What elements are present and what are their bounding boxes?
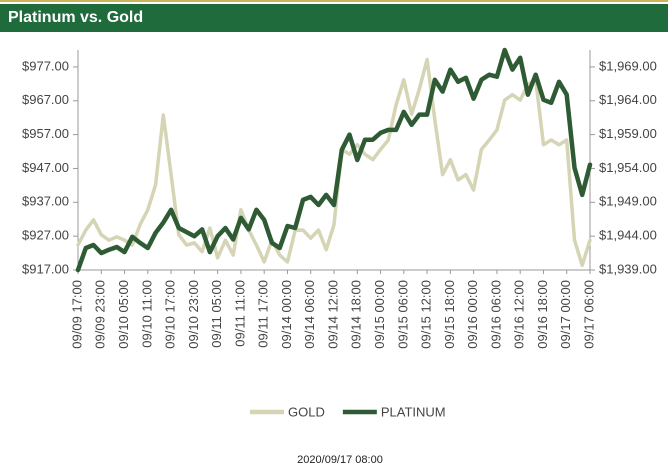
x-tick-label: 09/14 00:00 — [279, 280, 294, 349]
x-tick-label: 09/09 23:00 — [93, 280, 108, 349]
x-tick-label: 09/16 18:00 — [535, 280, 550, 349]
y2-tick-label: $1,954.00 — [599, 160, 657, 175]
timestamp: 2020/09/17 08:00 — [297, 454, 383, 466]
x-tick-label: 09/14 06:00 — [302, 280, 317, 349]
x-tick-label: 09/15 00:00 — [372, 280, 387, 349]
chart-title: Platinum vs. Gold — [8, 9, 143, 26]
series-line — [76, 57, 592, 268]
series-line — [75, 47, 593, 273]
x-tick-label: 09/16 06:00 — [488, 280, 503, 349]
y2-tick-label: $1,969.00 — [599, 58, 657, 73]
title-banner — [0, 4, 668, 32]
x-tick-label: 09/14 12:00 — [325, 280, 340, 349]
x-tick-label: 09/15 12:00 — [419, 280, 434, 349]
x-tick-label: 09/10 11:00 — [139, 280, 154, 348]
x-tick-label: 09/11 17:00 — [256, 280, 271, 348]
x-tick-label: 09/10 23:00 — [186, 280, 201, 349]
x-tick-label: 09/17 06:00 — [581, 280, 596, 349]
y2-tick-label: $1,959.00 — [599, 126, 657, 141]
y-tick-label: $937.00 — [22, 194, 69, 209]
top-rule — [0, 0, 668, 2]
y2-tick-label: $1,944.00 — [599, 228, 657, 243]
x-tick-label: 09/10 05:00 — [116, 280, 131, 349]
x-tick-label: 09/15 06:00 — [395, 280, 410, 349]
x-tick-label: 09/10 17:00 — [163, 280, 178, 349]
y2-tick-label: $1,964.00 — [599, 92, 657, 107]
legend-label: PLATINUM — [381, 404, 446, 419]
x-tick-label: 09/11 05:00 — [209, 280, 224, 348]
x-tick-label: 09/16 00:00 — [465, 280, 480, 349]
x-tick-label: 09/16 12:00 — [512, 280, 527, 349]
legend-label: GOLD — [288, 404, 325, 419]
x-tick-label: 09/09 17:00 — [69, 280, 84, 349]
x-tick-label: 09/17 00:00 — [558, 280, 573, 349]
y-tick-label: $917.00 — [22, 261, 69, 276]
y2-tick-label: $1,949.00 — [599, 194, 657, 209]
x-tick-label: 09/11 11:00 — [232, 280, 247, 347]
x-tick-label: 09/14 18:00 — [349, 280, 364, 349]
x-tick-label: 09/15 18:00 — [442, 280, 457, 349]
y-tick-label: $967.00 — [22, 92, 69, 107]
y-tick-label: $947.00 — [22, 160, 69, 175]
y-tick-label: $977.00 — [22, 58, 69, 73]
y-tick-label: $927.00 — [22, 228, 69, 243]
y-tick-label: $957.00 — [22, 126, 69, 141]
y2-tick-label: $1,939.00 — [599, 261, 657, 276]
